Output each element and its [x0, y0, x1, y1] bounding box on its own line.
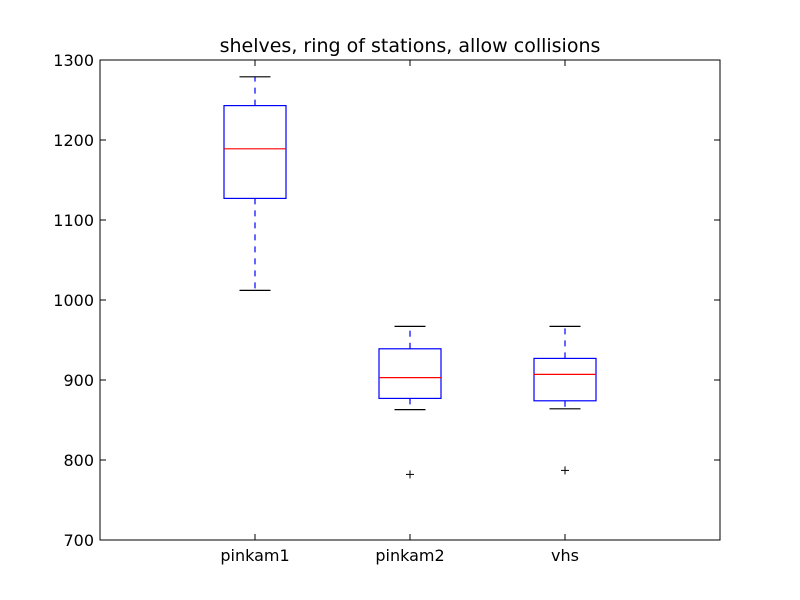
y-tick-label: 900	[63, 371, 94, 390]
x-tick-label: pinkam2	[375, 546, 444, 565]
x-tick-label: vhs	[551, 546, 579, 565]
y-axis: 700 800 900 1000 1100 1200 1300	[53, 51, 720, 550]
y-tick-label: 1000	[53, 291, 94, 310]
y-tick-label: 1300	[53, 51, 94, 70]
iqr-box	[378, 348, 442, 399]
outlier-point	[406, 470, 414, 479]
y-tick-label: 800	[63, 451, 94, 470]
box-pinkam2	[378, 325, 442, 479]
y-tick-label: 1200	[53, 131, 94, 150]
box-vhs	[533, 325, 597, 475]
y-tick-label: 1100	[53, 211, 94, 230]
chart-title: shelves, ring of stations, allow collisi…	[220, 35, 601, 57]
outlier-point	[561, 466, 569, 475]
x-tick-label: pinkam1	[220, 546, 289, 565]
box-pinkam1	[223, 76, 287, 291]
y-tick-label: 700	[63, 531, 94, 550]
iqr-box	[533, 357, 597, 402]
axes-frame	[99, 59, 721, 541]
plot-area	[223, 76, 597, 479]
iqr-box	[223, 104, 287, 200]
x-axis: pinkam1 pinkam2 vhs	[220, 60, 579, 565]
